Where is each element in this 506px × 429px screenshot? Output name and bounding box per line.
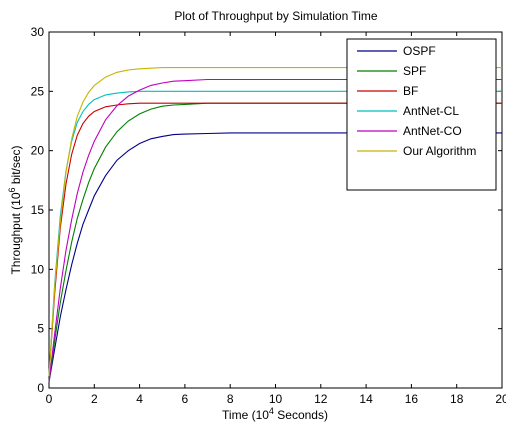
series-lines	[48, 67, 502, 383]
y-tick-label: 25	[31, 84, 45, 98]
x-tick-label: 18	[450, 392, 464, 406]
x-axis-label-exponent: 4	[269, 406, 274, 416]
x-tick-label: 12	[314, 392, 328, 406]
y-tick-label: 15	[31, 203, 45, 217]
x-axis-label-prefix: Time (10	[222, 408, 269, 422]
x-tick-label: 2	[91, 392, 98, 406]
x-axis-ticks: 0 2 4 6 8 10 12 14 16 18 20	[46, 32, 506, 406]
legend-label-antnet-cl: AntNet-CL	[403, 104, 459, 118]
y-axis-label-prefix: Throughput (10	[9, 192, 23, 274]
chart-title: Plot of Throughput by Simulation Time	[174, 9, 378, 23]
legend-label-antnet-co: AntNet-CO	[403, 124, 462, 138]
series-line-ospf	[48, 132, 502, 383]
x-tick-label: 16	[405, 392, 419, 406]
legend-box	[346, 38, 497, 191]
x-tick-label: 8	[227, 392, 234, 406]
y-axis-label: Throughput (106 bit/sec)	[7, 145, 23, 274]
x-axis-label: Time (104 Seconds)	[222, 406, 328, 422]
y-axis-label-suffix: bit/sec)	[9, 145, 23, 187]
y-axis-label-exponent: 6	[7, 187, 17, 192]
x-axis-label-suffix: Seconds)	[274, 408, 328, 422]
y-tick-label: 0	[37, 381, 44, 395]
series-line-bf	[48, 102, 502, 377]
x-tick-label: 0	[46, 392, 53, 406]
x-tick-label: 4	[136, 392, 143, 406]
legend-label-ospf: OSPF	[403, 44, 436, 58]
legend-label-our-algorithm: Our Algorithm	[403, 144, 476, 158]
y-tick-label: 20	[31, 144, 45, 158]
legend-label-bf: BF	[403, 84, 418, 98]
series-line-our-algorithm	[48, 67, 502, 377]
legend-label-spf: SPF	[403, 64, 426, 78]
y-tick-label: 10	[31, 262, 45, 276]
y-tick-label: 5	[37, 322, 44, 336]
x-tick-label: 14	[359, 392, 373, 406]
legend: OSPF SPF BF AntNet-CL AntNet-CO Our Algorithm	[346, 38, 497, 191]
series-line-antnet-co	[48, 78, 502, 383]
y-axis-ticks: 0 5 10 15 20 25 30	[31, 25, 502, 395]
y-tick-label: 30	[31, 25, 45, 39]
x-tick-label: 10	[269, 392, 283, 406]
x-tick-label: 6	[182, 392, 189, 406]
x-tick-label: 20	[495, 392, 506, 406]
